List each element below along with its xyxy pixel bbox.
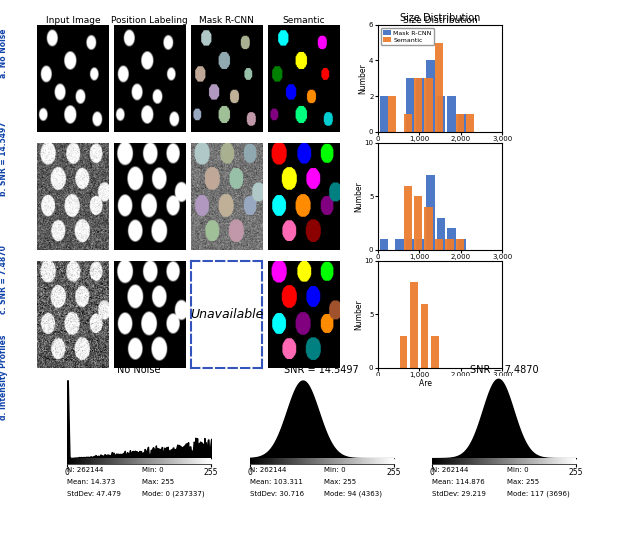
Text: StdDev: 29.219: StdDev: 29.219 — [432, 491, 486, 497]
Text: Position Labeling: Position Labeling — [111, 16, 188, 25]
Text: Min: 0: Min: 0 — [324, 467, 346, 473]
Bar — [437, 217, 445, 250]
Text: Mode: 117 (3696): Mode: 117 (3696) — [507, 491, 570, 497]
Text: Max: 255: Max: 255 — [142, 479, 174, 485]
Bar — [437, 96, 445, 132]
Bar — [396, 239, 404, 250]
Bar — [424, 207, 433, 250]
Title: SNR = 7.4870: SNR = 7.4870 — [470, 365, 538, 376]
Bar — [435, 239, 443, 250]
Bar — [445, 239, 454, 250]
X-axis label: Area (nm²): Area (nm²) — [419, 143, 461, 152]
Text: N: 262144: N: 262144 — [67, 467, 104, 473]
Text: StdDev: 30.716: StdDev: 30.716 — [250, 491, 304, 497]
Bar — [458, 239, 466, 250]
Bar — [388, 96, 396, 132]
Bar — [406, 78, 414, 132]
Bar — [420, 304, 428, 368]
Bar — [456, 114, 464, 132]
Text: StdDev: 47.479: StdDev: 47.479 — [67, 491, 121, 497]
Text: b. SNR = 14.5497: b. SNR = 14.5497 — [0, 122, 8, 197]
Bar — [406, 239, 414, 250]
Bar — [410, 282, 418, 368]
Bar — [380, 96, 388, 132]
Text: Mode: 94 (4363): Mode: 94 (4363) — [324, 491, 383, 497]
Bar — [404, 114, 412, 132]
Text: Max: 255: Max: 255 — [507, 479, 539, 485]
Text: Mean: 114.876: Mean: 114.876 — [432, 479, 484, 485]
X-axis label: Area (nm²): Area (nm²) — [419, 261, 461, 270]
Bar — [456, 239, 464, 250]
Bar — [435, 42, 443, 132]
Text: a. No Noise: a. No Noise — [0, 29, 8, 79]
Bar — [414, 197, 422, 250]
Y-axis label: Number: Number — [354, 181, 363, 212]
Bar — [426, 60, 435, 132]
Text: Mask R-CNN: Mask R-CNN — [199, 16, 254, 25]
Y-axis label: Number: Number — [358, 63, 367, 94]
Bar — [466, 114, 474, 132]
Bar — [447, 228, 456, 250]
Text: Min: 0: Min: 0 — [142, 467, 164, 473]
Text: Mean: 14.373: Mean: 14.373 — [67, 479, 115, 485]
X-axis label: Area (nm²): Area (nm²) — [419, 379, 461, 388]
Text: Semantic: Semantic — [282, 16, 324, 25]
Title: Size Distribution: Size Distribution — [400, 13, 480, 23]
Bar — [416, 239, 424, 250]
Bar — [426, 175, 435, 250]
Text: Input Image: Input Image — [45, 16, 100, 25]
Text: N: 262144: N: 262144 — [250, 467, 286, 473]
Legend: Mask R-CNN, Semantic: Mask R-CNN, Semantic — [381, 28, 434, 45]
Bar — [424, 78, 433, 132]
Text: Min: 0: Min: 0 — [507, 467, 529, 473]
Bar — [416, 78, 424, 132]
Bar — [380, 239, 388, 250]
Bar — [404, 186, 412, 250]
Bar — [447, 96, 456, 132]
Text: c. SNR = 7.4870: c. SNR = 7.4870 — [0, 245, 8, 314]
Title: SNR = 14.5497: SNR = 14.5497 — [284, 365, 359, 376]
Bar — [400, 335, 407, 368]
Text: N: 262144: N: 262144 — [432, 467, 468, 473]
Text: Size Distribution: Size Distribution — [403, 16, 477, 25]
Bar — [431, 335, 438, 368]
Text: d. Intensity Profiles: d. Intensity Profiles — [0, 334, 8, 420]
Text: Mode: 0 (237337): Mode: 0 (237337) — [142, 491, 205, 497]
Bar — [458, 114, 466, 132]
Text: Max: 255: Max: 255 — [324, 479, 356, 485]
Y-axis label: Number: Number — [354, 299, 363, 330]
Title: No Noise: No Noise — [118, 365, 161, 376]
Text: Mean: 103.311: Mean: 103.311 — [250, 479, 303, 485]
Text: Unavailable: Unavailable — [190, 308, 263, 321]
Bar — [414, 78, 422, 132]
